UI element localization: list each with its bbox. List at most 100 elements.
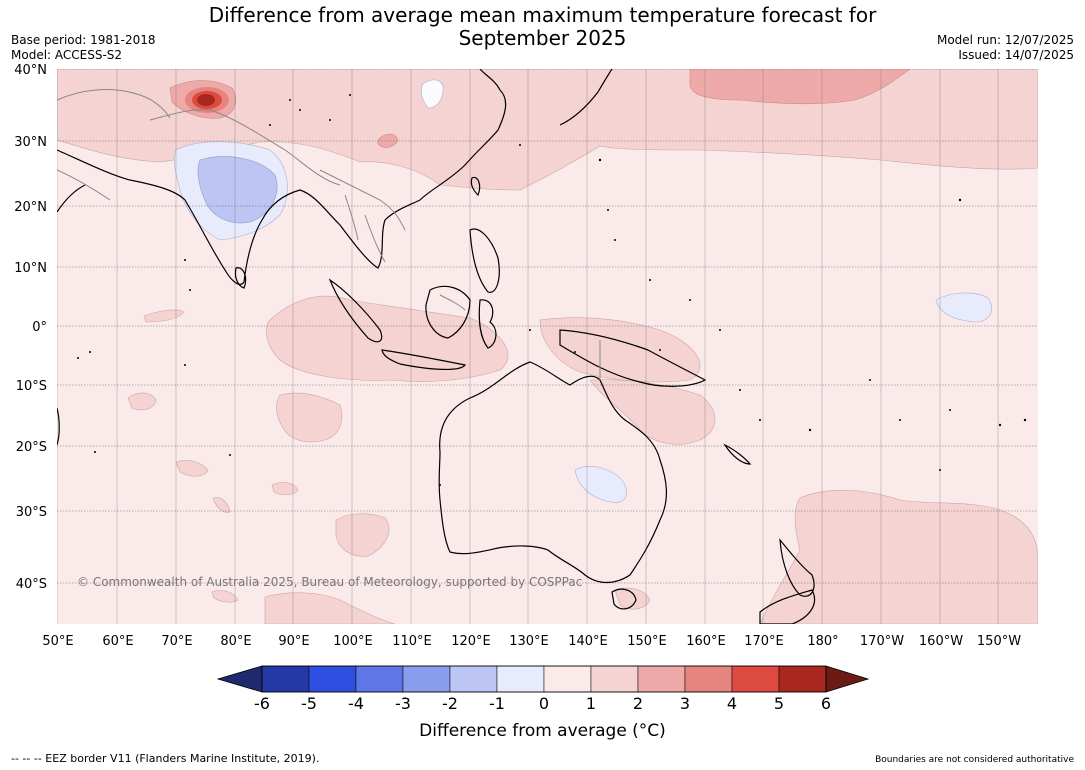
- base-period: Base period: 1981-2018: [11, 33, 156, 47]
- border-middle-east: [57, 169, 111, 201]
- colorbar-bin: [496, 665, 545, 693]
- anomaly-negative-regions: [174, 79, 992, 503]
- new-zealand-south-coast: [759, 589, 816, 624]
- colorbar-bin: [308, 665, 357, 693]
- map-area: [57, 69, 1038, 624]
- latitude-label: 30°N: [14, 135, 47, 150]
- longitude-label: 170°W: [860, 634, 904, 649]
- colorbar: -6 -5 -4 -3 -2 -1 0 1 2 3 4 5 6: [216, 665, 870, 713]
- anomaly-png-north: [539, 317, 701, 383]
- latitude-label: 10°N: [14, 261, 47, 276]
- graticule: [57, 69, 1038, 624]
- philippines-coast: [469, 228, 500, 293]
- longitude-label: 90°E: [278, 634, 309, 649]
- copyright-text: © Commonwealth of Australia 2025, Bureau…: [77, 575, 583, 589]
- colorbar-tick-label: 2: [633, 694, 643, 713]
- colorbar-tick-label: 5: [774, 694, 784, 713]
- longitude-label: 140°E: [568, 634, 608, 649]
- colorbar-bin: [590, 665, 639, 693]
- anomaly-north-pacific: [689, 69, 911, 105]
- latitude-label: 30°S: [16, 505, 47, 520]
- longitude-label: 80°E: [220, 634, 251, 649]
- colorbar-tick-label: -3: [395, 694, 411, 713]
- colorbar-label: Difference from average (°C): [419, 721, 666, 741]
- longitude-label: 60°E: [102, 634, 133, 649]
- border-central-asia: [57, 89, 171, 119]
- longitude-label: 50°E: [42, 634, 73, 649]
- anomaly-indian-6: [264, 592, 396, 624]
- anomaly-equator-west: [266, 295, 509, 382]
- map-title-line2: September 2025: [458, 26, 627, 50]
- model-run: Model run: 12/07/2025: [936, 33, 1074, 47]
- colorbar-tick-label: -4: [348, 694, 364, 713]
- new-guinea-coast: [559, 329, 707, 387]
- australia-coast: [438, 361, 667, 584]
- latitude-label: 20°N: [14, 200, 47, 215]
- anomaly-indian-7: [143, 309, 185, 323]
- coastlines: [57, 69, 816, 624]
- mainland-asia-coast: [57, 69, 507, 285]
- border-borneo: [439, 294, 466, 311]
- sri-lanka-coast: [234, 267, 247, 289]
- longitude-label: 160°W: [919, 634, 963, 649]
- colorbar-bin: [261, 665, 310, 693]
- sulawesi-coast: [478, 299, 497, 349]
- anomaly-indian-2: [127, 392, 157, 411]
- colorbar-bin: [402, 665, 451, 693]
- longitude-label: 120°E: [451, 634, 491, 649]
- latitude-label: 0°: [32, 320, 47, 335]
- colorbar-tick-label: 1: [586, 694, 596, 713]
- eez-border-note: -- -- -- EEZ border V11 (Flanders Marine…: [11, 752, 320, 765]
- anomaly-indian-4: [271, 481, 299, 496]
- latitude-label: 20°S: [16, 440, 47, 455]
- anomaly-indian-3: [175, 460, 209, 477]
- longitude-label: 160°E: [686, 634, 726, 649]
- colorbar-tick-label: 0: [539, 694, 549, 713]
- anomaly-5-6-region: [197, 94, 215, 106]
- latitude-label: 40°S: [16, 577, 47, 592]
- longitude-label: 130°E: [509, 634, 549, 649]
- anomaly-south-east: [759, 489, 1038, 624]
- anomaly-pacific-minus1: [935, 292, 992, 323]
- colorbar-tick-label: 4: [727, 694, 737, 713]
- longitude-labels: 50°E 60°E 70°E 80°E 90°E 100°E 110°E 120°E 130°E…: [42, 634, 1021, 649]
- arabia-coast: [57, 184, 86, 213]
- sumatra-coast: [328, 278, 383, 343]
- colorbar-tick-label: 6: [821, 694, 831, 713]
- colorbar-below-min-arrow: [216, 665, 263, 693]
- new-zealand-north-coast: [779, 538, 815, 597]
- map-title-line1: Difference from average mean maximum tem…: [208, 3, 877, 27]
- madagascar-coast: [57, 407, 60, 446]
- new-caledonia-coast: [723, 443, 752, 465]
- colorbar-bin: [449, 665, 498, 693]
- anomaly-indian-8: [212, 497, 231, 513]
- colorbar-bin: [684, 665, 733, 693]
- colorbar-tick-label: -1: [489, 694, 505, 713]
- colorbar-bin: [543, 665, 592, 693]
- longitude-label: 70°E: [161, 634, 192, 649]
- taiwan-coast: [470, 176, 481, 197]
- tasmania-coast: [611, 588, 637, 610]
- border-china-south: [319, 169, 406, 231]
- colorbar-bin: [778, 665, 827, 693]
- colorbar-bin: [731, 665, 780, 693]
- boundaries-disclaimer: Boundaries are not considered authoritat…: [875, 755, 1074, 765]
- java-coast: [381, 349, 467, 371]
- colorbar-tick-label: -2: [442, 694, 458, 713]
- border-indochina: [344, 194, 386, 263]
- longitude-label: 100°E: [333, 634, 373, 649]
- anomaly-hot-regions: [185, 87, 229, 113]
- longitude-label: 110°E: [392, 634, 432, 649]
- longitude-label: 150°E: [627, 634, 667, 649]
- anomaly-indian-5: [335, 513, 390, 557]
- meta-right: Model run: 12/07/2025 Issued: 14/07/2025: [937, 33, 1074, 63]
- colorbar-bin: [355, 665, 404, 693]
- colorbar-tick-label: -5: [301, 694, 317, 713]
- anomaly-tibet-minus1: [420, 79, 444, 109]
- map-title: Difference from average mean maximum tem…: [0, 4, 1085, 50]
- colorbar-above-max-arrow: [825, 665, 870, 693]
- borneo-coast: [425, 285, 471, 339]
- colorbar-outline: [261, 665, 827, 693]
- colorbar-tick-label: -6: [254, 694, 270, 713]
